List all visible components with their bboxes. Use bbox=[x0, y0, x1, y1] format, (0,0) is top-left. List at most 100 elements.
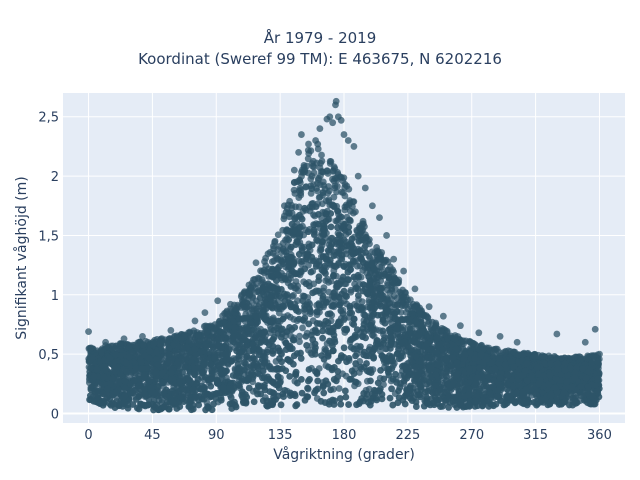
data-point bbox=[111, 345, 119, 353]
data-point bbox=[387, 334, 395, 342]
data-point bbox=[361, 311, 369, 319]
data-point bbox=[350, 315, 358, 323]
data-point bbox=[354, 248, 362, 256]
data-point bbox=[395, 355, 403, 363]
data-point bbox=[352, 352, 359, 360]
data-point bbox=[342, 393, 350, 401]
data-point bbox=[590, 352, 598, 359]
data-point bbox=[139, 341, 147, 349]
data-point bbox=[285, 236, 293, 244]
data-point bbox=[258, 276, 266, 284]
data-point bbox=[86, 356, 94, 364]
data-point bbox=[320, 389, 328, 397]
data-point bbox=[338, 255, 346, 263]
data-point bbox=[343, 242, 351, 250]
data-point bbox=[411, 304, 418, 312]
data-point bbox=[377, 366, 384, 374]
data-point bbox=[203, 343, 210, 351]
data-point bbox=[343, 182, 351, 190]
data-point bbox=[350, 209, 357, 217]
data-point bbox=[208, 406, 216, 414]
data-point bbox=[274, 231, 282, 239]
data-point bbox=[245, 384, 253, 392]
data-point bbox=[230, 323, 238, 331]
data-point bbox=[297, 355, 305, 362]
data-point bbox=[416, 307, 424, 315]
data-point bbox=[360, 390, 368, 397]
data-point bbox=[320, 182, 328, 189]
data-point bbox=[329, 168, 337, 175]
data-point bbox=[339, 273, 347, 281]
data-point bbox=[423, 340, 431, 348]
data-point bbox=[281, 297, 289, 305]
data-point bbox=[310, 163, 318, 171]
data-point bbox=[165, 351, 173, 358]
data-point bbox=[290, 260, 298, 268]
data-point bbox=[308, 253, 316, 261]
data-point bbox=[314, 179, 321, 187]
data-point bbox=[236, 349, 243, 357]
data-point bbox=[513, 389, 521, 397]
data-point bbox=[311, 350, 319, 358]
data-point bbox=[279, 260, 287, 268]
data-point bbox=[291, 215, 298, 222]
data-point bbox=[433, 335, 441, 343]
data-point bbox=[378, 395, 386, 403]
data-point bbox=[268, 258, 276, 266]
data-point bbox=[373, 396, 381, 404]
data-point bbox=[319, 219, 327, 227]
data-point bbox=[333, 188, 340, 196]
data-point bbox=[348, 367, 356, 375]
data-point bbox=[329, 272, 337, 280]
data-point bbox=[335, 301, 343, 309]
data-point bbox=[298, 215, 306, 223]
data-point bbox=[362, 234, 369, 241]
data-point bbox=[286, 372, 294, 380]
data-point bbox=[541, 396, 549, 404]
data-point bbox=[181, 331, 188, 339]
data-point bbox=[424, 314, 432, 322]
data-point bbox=[210, 400, 217, 408]
data-point bbox=[195, 401, 203, 409]
data-point bbox=[328, 366, 336, 374]
data-point bbox=[235, 355, 243, 363]
data-point bbox=[268, 282, 276, 290]
data-point bbox=[319, 189, 327, 196]
data-point bbox=[275, 384, 283, 392]
data-point bbox=[298, 172, 305, 180]
data-point bbox=[309, 289, 317, 297]
data-point bbox=[276, 355, 283, 362]
data-point bbox=[377, 285, 385, 293]
data-point bbox=[312, 203, 320, 210]
data-point bbox=[125, 353, 133, 361]
data-point bbox=[251, 334, 259, 342]
data-point bbox=[129, 401, 137, 408]
data-point bbox=[328, 328, 336, 336]
data-point bbox=[131, 341, 139, 349]
data-point bbox=[453, 404, 461, 411]
data-point bbox=[404, 342, 412, 350]
data-point bbox=[145, 395, 153, 403]
data-point bbox=[280, 215, 288, 223]
data-point bbox=[132, 365, 140, 372]
data-point bbox=[304, 228, 312, 236]
data-point bbox=[341, 387, 349, 395]
data-point bbox=[264, 250, 272, 258]
data-point bbox=[97, 346, 105, 354]
data-point bbox=[346, 376, 354, 383]
data-point bbox=[293, 178, 301, 186]
data-point bbox=[153, 356, 160, 363]
data-point bbox=[342, 250, 350, 258]
data-point bbox=[365, 385, 373, 393]
data-point bbox=[276, 347, 284, 355]
data-point bbox=[102, 366, 109, 374]
data-point bbox=[135, 405, 143, 413]
data-point bbox=[329, 347, 337, 355]
data-point bbox=[314, 187, 321, 195]
data-point bbox=[295, 203, 303, 211]
data-point bbox=[137, 400, 144, 408]
data-point bbox=[310, 231, 318, 239]
data-point bbox=[359, 281, 367, 288]
data-point bbox=[302, 332, 310, 340]
